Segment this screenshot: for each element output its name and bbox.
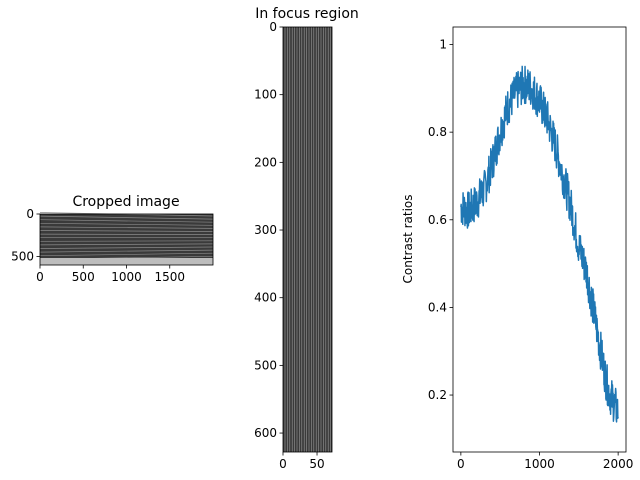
panel-contrast-ratios: 0 1000 2000 0.2 0.4 0.6 0.8 1 Contrast ratios xyxy=(401,26,633,471)
cropped-image-stripe xyxy=(39,230,214,232)
in-focus-region-frame xyxy=(282,26,333,453)
in-focus-region-y-tick-label: 100 xyxy=(254,88,277,102)
contrast-ratio-series xyxy=(460,65,619,423)
cropped-image-stripe xyxy=(39,240,214,242)
cropped-image-stripe xyxy=(39,249,214,253)
in-focus-region-x-tick-label: 50 xyxy=(309,457,324,471)
contrast-ratios-x-tick-label: 2000 xyxy=(603,457,634,471)
contrast-ratios-y-label: Contrast ratios xyxy=(401,194,415,283)
in-focus-region-x-tick-label: 0 xyxy=(279,457,287,471)
contrast-ratios-x-ticks: 0 1000 2000 xyxy=(457,452,633,471)
contrast-ratios-x-tick-label: 1000 xyxy=(524,457,555,471)
cropped-image-x-tick-label: 0 xyxy=(36,270,44,284)
cropped-image-title: Cropped image xyxy=(72,194,179,210)
contrast-ratios-y-tick-label: 0.8 xyxy=(428,125,447,139)
in-focus-region-y-tick-label: 500 xyxy=(254,358,277,372)
cropped-image-x-tick-label: 1000 xyxy=(111,270,142,284)
contrast-ratios-y-tick-label: 0.6 xyxy=(428,213,447,227)
cropped-image-y-ticks: 0 500 xyxy=(11,207,40,264)
contrast-ratios-y-tick-label: 1 xyxy=(439,38,447,52)
contrast-ratios-y-tick-label: 0.4 xyxy=(428,300,447,314)
cropped-image-y-tick-label: 500 xyxy=(11,250,34,264)
in-focus-region-stripes xyxy=(284,27,331,452)
in-focus-region-y-tick-label: 400 xyxy=(254,291,277,305)
cropped-image-stripe xyxy=(39,222,214,226)
cropped-image-x-ticks: 0 500 1000 1500 xyxy=(36,265,185,284)
in-focus-region-y-ticks: 0 100 200 300 400 500 600 xyxy=(254,20,283,440)
cropped-image-stripe xyxy=(39,219,214,223)
cropped-image-stripe xyxy=(39,246,214,249)
cropped-image-x-tick-label: 1500 xyxy=(154,270,185,284)
cropped-image-x-tick-label: 500 xyxy=(72,270,95,284)
in-focus-region-y-tick-label: 600 xyxy=(254,426,277,440)
contrast-ratios-x-tick-label: 0 xyxy=(457,457,465,471)
contrast-ratios-y-tick-label: 0.2 xyxy=(428,388,447,402)
in-focus-region-title: In focus region xyxy=(255,6,359,22)
cropped-image-stripes xyxy=(39,212,214,265)
in-focus-region-y-tick-label: 200 xyxy=(254,155,277,169)
in-focus-region-y-tick-label: 0 xyxy=(269,20,277,34)
cropped-image-stripe xyxy=(39,215,214,220)
in-focus-region-y-tick-label: 300 xyxy=(254,223,277,237)
in-focus-region-x-ticks: 0 50 xyxy=(279,452,325,471)
in-focus-region-heatmap xyxy=(283,27,332,452)
contrast-ratio-line xyxy=(460,65,619,423)
cropped-image-stripe xyxy=(39,226,214,229)
cropped-image-stripe xyxy=(39,243,214,246)
cropped-image-bright-band xyxy=(40,258,213,265)
cropped-image-y-tick-label: 0 xyxy=(26,207,34,221)
cropped-image-stripe xyxy=(39,233,214,235)
panel-in-focus-region: In focus region 0 50 0 100 200 300 400 500 600 xyxy=(254,6,359,471)
cropped-image-stripe xyxy=(39,252,214,257)
contrast-ratios-y-ticks: 0.2 0.4 0.6 0.8 1 xyxy=(428,38,453,402)
